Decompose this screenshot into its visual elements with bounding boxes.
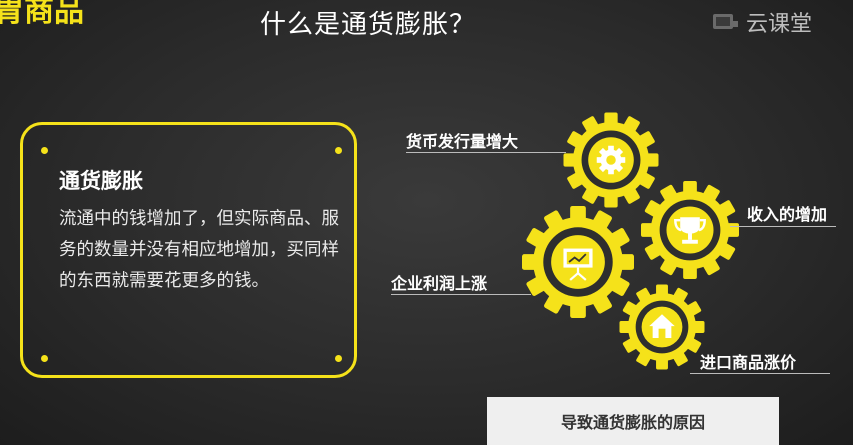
card-corner-dot: [335, 355, 342, 362]
house-icon: [649, 314, 675, 339]
card-body: 流通中的钱增加了，但实际商品、服务的数量并没有相应地增加，买同样的东西就需要花更…: [59, 209, 339, 291]
card-title: 通货膨胀: [59, 169, 143, 193]
trophy-icon: [674, 217, 706, 244]
presentation-board-icon: [563, 248, 593, 281]
label-leader-line: [690, 373, 830, 374]
brand-logo: 云课堂: [712, 6, 812, 38]
caption-box: 导致通货膨胀的原因: [487, 397, 779, 445]
card-corner-dot: [41, 355, 48, 362]
brand-name: 云课堂: [746, 12, 813, 37]
gear-import-price: [619, 284, 705, 370]
gear-income-increase: [641, 181, 739, 279]
cloud-classroom-icon: [713, 14, 738, 29]
cause-label-money-supply: 货币发行量增大: [406, 132, 519, 151]
cause-label-income: 收入的增加: [747, 205, 828, 224]
slide-title: 什么是通货膨胀？: [260, 10, 477, 40]
gear-money-supply: [563, 112, 659, 208]
corner-tag: 胃商品: [0, 0, 84, 29]
card-corner-dot: [41, 147, 48, 154]
label-leader-line: [391, 294, 531, 295]
gear-corporate-profit: [522, 206, 634, 318]
gear-icon: [596, 145, 626, 175]
caption-text: 导致通货膨胀的原因: [560, 413, 705, 432]
label-leader-line: [406, 152, 566, 153]
card-corner-dot: [335, 147, 342, 154]
definition-card: 通货膨胀 流通中的钱增加了，但实际商品、服务的数量并没有相应地增加，买同样的东西…: [20, 122, 357, 378]
cause-label-import-price: 进口商品涨价: [700, 353, 797, 372]
cause-label-corporate-profit: 企业利润上涨: [391, 274, 488, 293]
label-leader-line: [730, 226, 836, 227]
